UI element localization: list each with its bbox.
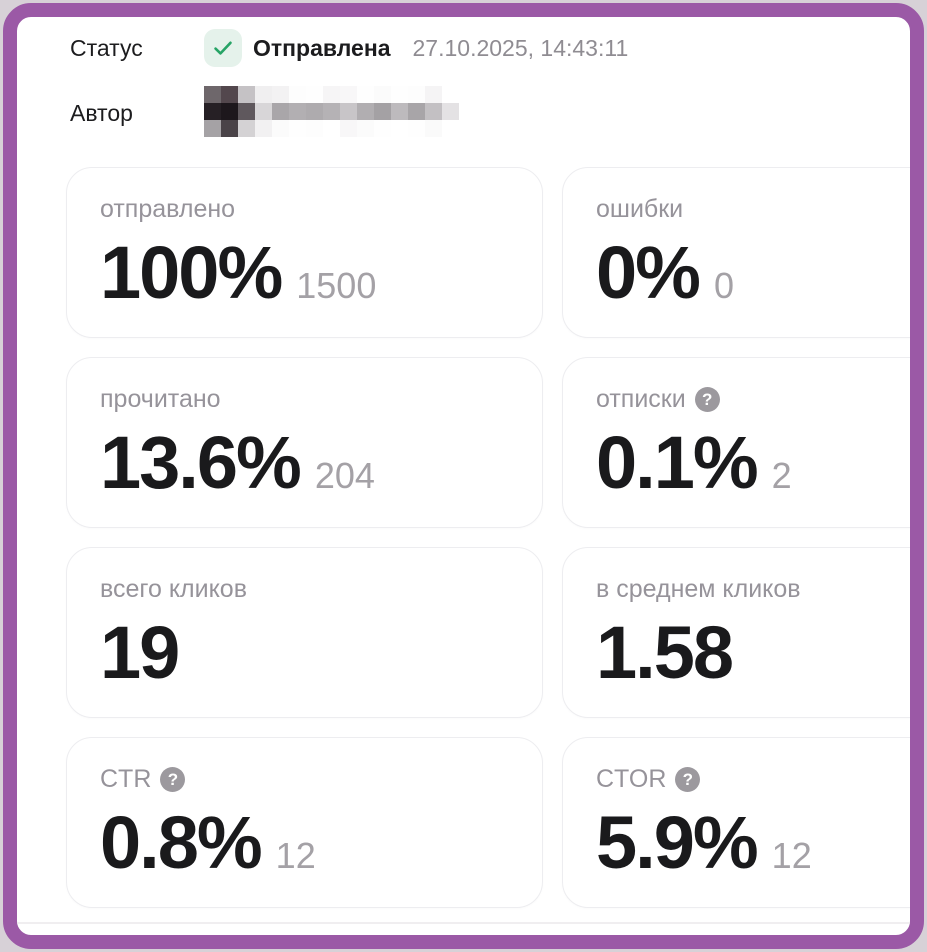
status-label: Статус xyxy=(70,34,143,61)
stat-card: CTR ? 0.8% 12 xyxy=(66,737,543,908)
purple-frame: Статус Отправлена 27.10.2025, 14:43:11 А… xyxy=(3,3,924,949)
stat-card-secondary: 12 xyxy=(275,835,316,876)
stat-card-label: ошибки xyxy=(596,195,684,223)
stat-card-label: всего кликов xyxy=(100,575,247,603)
help-icon[interactable]: ? xyxy=(675,767,701,792)
stat-card: в среднем кликов 1.58 xyxy=(562,547,910,718)
stat-card: CTOR ? 5.9% 12 xyxy=(562,737,910,908)
stat-card-header: ошибки xyxy=(596,195,910,224)
stat-card-values: 100% 1500 xyxy=(100,231,509,314)
status-badge xyxy=(204,29,242,67)
content-area: Статус Отправлена 27.10.2025, 14:43:11 А… xyxy=(17,17,910,908)
stat-card-header: отписки ? xyxy=(596,385,910,414)
stat-card-label: отправлено xyxy=(100,195,236,223)
stat-card-values: 13.6% 204 xyxy=(100,421,509,504)
stat-card-secondary: 1500 xyxy=(296,265,377,306)
status-value: Отправлена xyxy=(253,34,391,61)
stat-card-secondary: 2 xyxy=(771,455,792,496)
stats-grid: отправлено 100% 1500 ошибки 0% 0 прочита… xyxy=(66,167,910,908)
stat-card-value: 0.1% xyxy=(596,421,759,504)
stat-card-header: отправлено xyxy=(100,195,509,224)
stat-card-secondary: 12 xyxy=(771,835,812,876)
stat-card-values: 0.8% 12 xyxy=(100,801,509,884)
stat-card-header: всего кликов xyxy=(100,575,509,604)
stat-card-header: CTR ? xyxy=(100,765,509,794)
help-icon[interactable]: ? xyxy=(694,387,720,412)
stat-card-value: 5.9% xyxy=(596,801,759,884)
stat-card-secondary: 204 xyxy=(314,455,375,496)
stat-card: всего кликов 19 xyxy=(66,547,543,718)
stat-card-values: 19 xyxy=(100,611,509,694)
stat-card-header: CTOR ? xyxy=(596,765,910,794)
bottom-divider xyxy=(17,922,910,924)
help-icon[interactable]: ? xyxy=(160,767,186,792)
stat-card-value: 0% xyxy=(596,231,701,314)
stat-card-header: прочитано xyxy=(100,385,509,414)
stat-card-value: 100% xyxy=(100,231,283,314)
stat-card-values: 0.1% 2 xyxy=(596,421,910,504)
stat-card-values: 1.58 xyxy=(596,611,910,694)
stat-card: прочитано 13.6% 204 xyxy=(66,357,543,528)
stat-card-header: в среднем кликов xyxy=(596,575,910,604)
stat-card-secondary: 0 xyxy=(713,265,734,306)
stat-card-label: прочитано xyxy=(100,385,221,413)
author-redacted-mosaic xyxy=(204,86,459,137)
stat-card-values: 5.9% 12 xyxy=(596,801,910,884)
stat-card: отправлено 100% 1500 xyxy=(66,167,543,338)
stat-card-label: в среднем кликов xyxy=(596,575,801,603)
status-timestamp: 27.10.2025, 14:43:11 xyxy=(412,34,629,61)
author-row: Автор xyxy=(68,86,910,137)
status-row: Статус Отправлена 27.10.2025, 14:43:11 xyxy=(68,29,910,67)
author-label: Автор xyxy=(70,100,133,126)
stat-card: отписки ? 0.1% 2 xyxy=(562,357,910,528)
stat-card-value: 13.6% xyxy=(100,421,302,504)
stat-card-values: 0% 0 xyxy=(596,231,910,314)
checkmark-icon xyxy=(211,36,235,60)
stat-card-label: отписки xyxy=(596,385,686,413)
stat-card-label: CTR xyxy=(100,765,152,793)
stat-card: ошибки 0% 0 xyxy=(562,167,910,338)
stat-card-value: 0.8% xyxy=(100,801,263,884)
stat-card-value: 1.58 xyxy=(596,611,734,694)
stat-card-value: 19 xyxy=(100,611,180,694)
stat-card-label: CTOR xyxy=(596,765,667,793)
